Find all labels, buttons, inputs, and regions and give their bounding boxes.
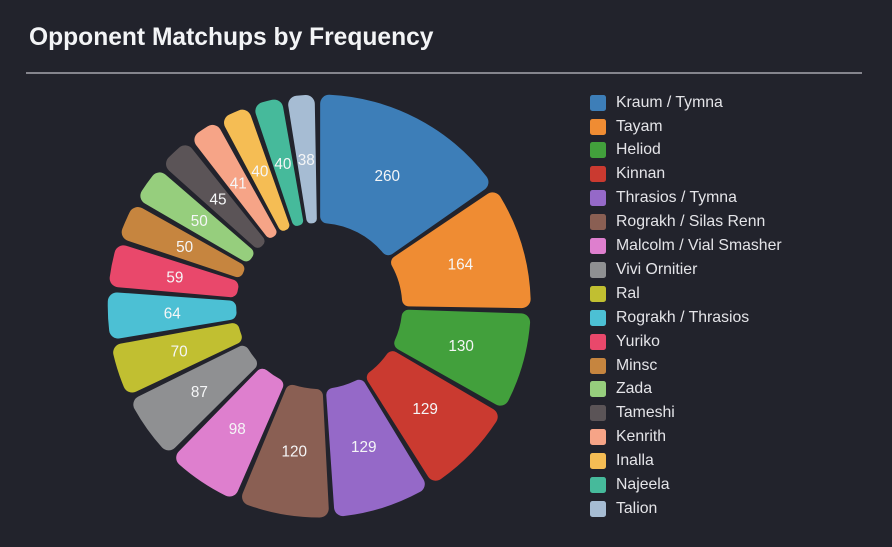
svg-text:40: 40 <box>251 164 268 181</box>
svg-text:130: 130 <box>448 338 474 355</box>
svg-text:41: 41 <box>230 176 247 193</box>
svg-text:50: 50 <box>191 213 208 230</box>
svg-text:260: 260 <box>375 168 401 185</box>
svg-text:120: 120 <box>282 444 308 461</box>
svg-text:45: 45 <box>209 192 226 209</box>
svg-text:59: 59 <box>166 270 183 287</box>
svg-text:64: 64 <box>164 305 182 322</box>
svg-text:87: 87 <box>191 384 208 401</box>
svg-text:164: 164 <box>448 257 474 274</box>
svg-text:70: 70 <box>171 344 188 361</box>
svg-text:38: 38 <box>298 152 315 169</box>
svg-text:98: 98 <box>229 421 246 438</box>
svg-text:129: 129 <box>351 439 377 456</box>
svg-text:40: 40 <box>274 156 291 173</box>
svg-text:50: 50 <box>176 239 193 256</box>
svg-text:129: 129 <box>412 401 438 418</box>
